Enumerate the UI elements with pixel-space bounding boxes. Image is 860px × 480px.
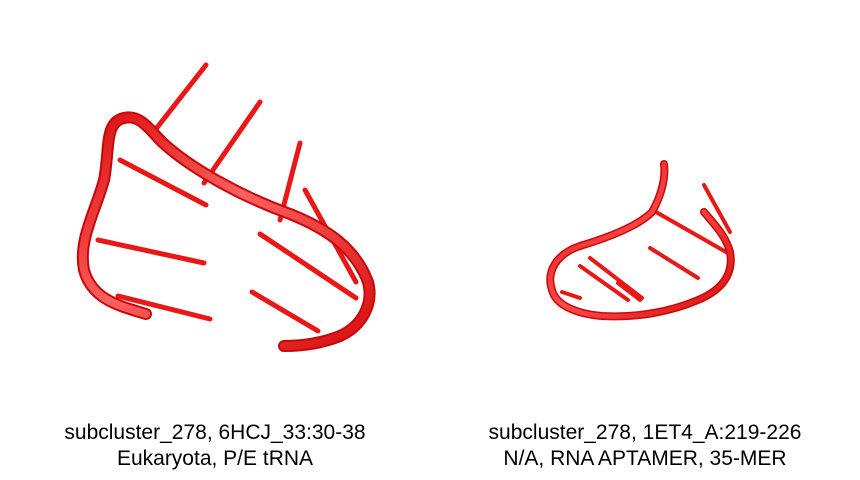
- rna-structure-right: [546, 160, 735, 321]
- caption-right-line1: subcluster_278, 1ET4_A:219-226: [488, 421, 802, 444]
- caption-right: subcluster_278, 1ET4_A:219-226 N/A, RNA …: [430, 420, 860, 472]
- rna-structure-left: [76, 62, 376, 352]
- structure-panel-right: subcluster_278, 1ET4_A:219-226 N/A, RNA …: [430, 0, 860, 480]
- base-sticks-right: [560, 183, 732, 302]
- base-sticks-left: [95, 62, 359, 334]
- structure-panel-left: subcluster_278, 6HCJ_33:30-38 Eukaryota,…: [0, 62, 430, 472]
- caption-left-line2: Eukaryota, P/E tRNA: [116, 447, 314, 470]
- caption-left: subcluster_278, 6HCJ_33:30-38 Eukaryota,…: [0, 420, 430, 472]
- caption-right-line2: N/A, RNA APTAMER, 35-MER: [503, 447, 787, 470]
- caption-left-line1: subcluster_278, 6HCJ_33:30-38: [64, 421, 366, 444]
